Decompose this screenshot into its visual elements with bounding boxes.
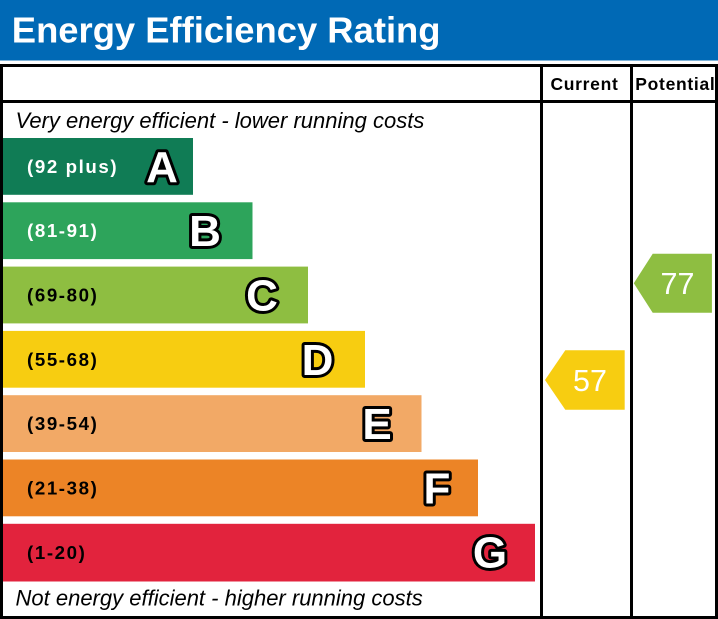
svg-text:F: F — [424, 464, 451, 513]
svg-text:(55-68): (55-68) — [27, 349, 98, 370]
svg-text:(81-91): (81-91) — [27, 220, 98, 241]
svg-text:Current: Current — [550, 74, 618, 94]
svg-text:(1-20): (1-20) — [27, 542, 86, 563]
svg-text:G: G — [473, 529, 507, 578]
svg-text:77: 77 — [661, 267, 695, 301]
svg-text:D: D — [302, 336, 334, 385]
svg-text:(21-38): (21-38) — [27, 477, 98, 498]
svg-text:B: B — [189, 207, 221, 256]
svg-text:57: 57 — [573, 364, 607, 398]
svg-text:Not energy efficient - higher: Not energy efficient - higher running co… — [16, 586, 423, 611]
svg-text:(39-54): (39-54) — [27, 413, 98, 434]
svg-text:(92 plus): (92 plus) — [27, 156, 118, 177]
svg-text:C: C — [246, 272, 278, 321]
svg-text:Very energy efficient - lower: Very energy efficient - lower running co… — [16, 108, 425, 133]
svg-text:E: E — [362, 400, 391, 449]
svg-text:A: A — [146, 143, 178, 192]
svg-text:Energy Efficiency Rating: Energy Efficiency Rating — [12, 10, 441, 51]
svg-text:Potential: Potential — [635, 74, 715, 94]
svg-text:(69-80): (69-80) — [27, 285, 98, 306]
